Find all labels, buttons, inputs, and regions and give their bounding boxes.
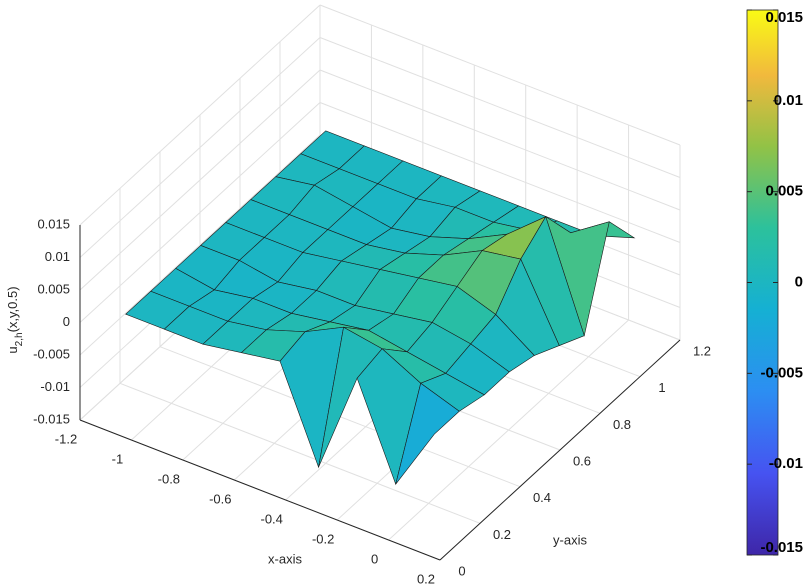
colorbar-tick-label: -0.01 bbox=[769, 455, 803, 472]
grid-line bbox=[79, 102, 321, 323]
z-tick-label: 0.015 bbox=[37, 216, 70, 231]
colorbar-tick-label: 0 bbox=[795, 273, 803, 290]
y-tick-label: 1.2 bbox=[693, 343, 711, 358]
grid-line bbox=[319, 102, 681, 243]
grid-line bbox=[319, 69, 681, 211]
x-tick-label: -0.6 bbox=[209, 491, 231, 506]
y-tick-label: 0.4 bbox=[533, 490, 551, 505]
colorbar: -0.015 -0.01 -0.005 0 0.005 0.01 0.015 bbox=[746, 9, 803, 556]
grid-line bbox=[119, 382, 481, 524]
grid-line bbox=[319, 4, 681, 146]
y-tick-label: 0.6 bbox=[573, 453, 591, 468]
y-tick-label: 0.8 bbox=[613, 417, 631, 432]
grid-line bbox=[79, 134, 321, 356]
colorbar-gradient bbox=[746, 9, 779, 556]
grid-line bbox=[79, 69, 321, 291]
z-tick-label: 0.01 bbox=[45, 249, 70, 264]
y-axis-line bbox=[439, 339, 681, 561]
x-tick-label: -1 bbox=[112, 451, 124, 466]
x-tick-label: -1.2 bbox=[55, 431, 77, 446]
x-axis-label: x-axis bbox=[268, 551, 302, 566]
colorbar-tick-label: -0.005 bbox=[760, 364, 803, 381]
z-axis-label: u2,h(x,y,0.5) bbox=[5, 286, 24, 353]
z-label-sub: 2,h bbox=[14, 332, 25, 346]
grid-line bbox=[79, 37, 321, 258]
z-tick-label: -0.015 bbox=[33, 411, 70, 426]
surface-patch bbox=[395, 382, 460, 485]
colorbar-tick-label: -0.015 bbox=[760, 539, 803, 556]
y-tick-label: 0 bbox=[458, 563, 465, 578]
grid-line bbox=[79, 4, 321, 226]
z-label-base: u bbox=[5, 346, 20, 353]
x-tick-label: -0.2 bbox=[312, 531, 334, 546]
x-axis-line bbox=[79, 419, 441, 561]
x-tick-label: 0 bbox=[371, 551, 378, 566]
y-tick-label: 1 bbox=[658, 380, 665, 395]
y-tick-label: 0.2 bbox=[493, 527, 511, 542]
x-tick-label: -0.8 bbox=[158, 471, 180, 486]
grid-line bbox=[319, 37, 681, 178]
z-tick-label: 0 bbox=[63, 314, 70, 329]
colorbar-tick-label: 0.015 bbox=[765, 9, 803, 26]
z-label-rest: (x,y,0.5) bbox=[5, 286, 20, 332]
colorbar-tick-label: 0.005 bbox=[765, 183, 803, 200]
z-tick-label: -0.005 bbox=[33, 346, 70, 361]
x-tick-label: -0.4 bbox=[261, 511, 283, 526]
x-tick-label: 0.2 bbox=[417, 571, 435, 584]
colorbar-tick-label: 0.01 bbox=[774, 92, 803, 109]
z-tick-label: 0.005 bbox=[37, 281, 70, 296]
z-tick-label: -0.01 bbox=[40, 379, 70, 394]
y-axis-label: y-axis bbox=[553, 532, 587, 547]
